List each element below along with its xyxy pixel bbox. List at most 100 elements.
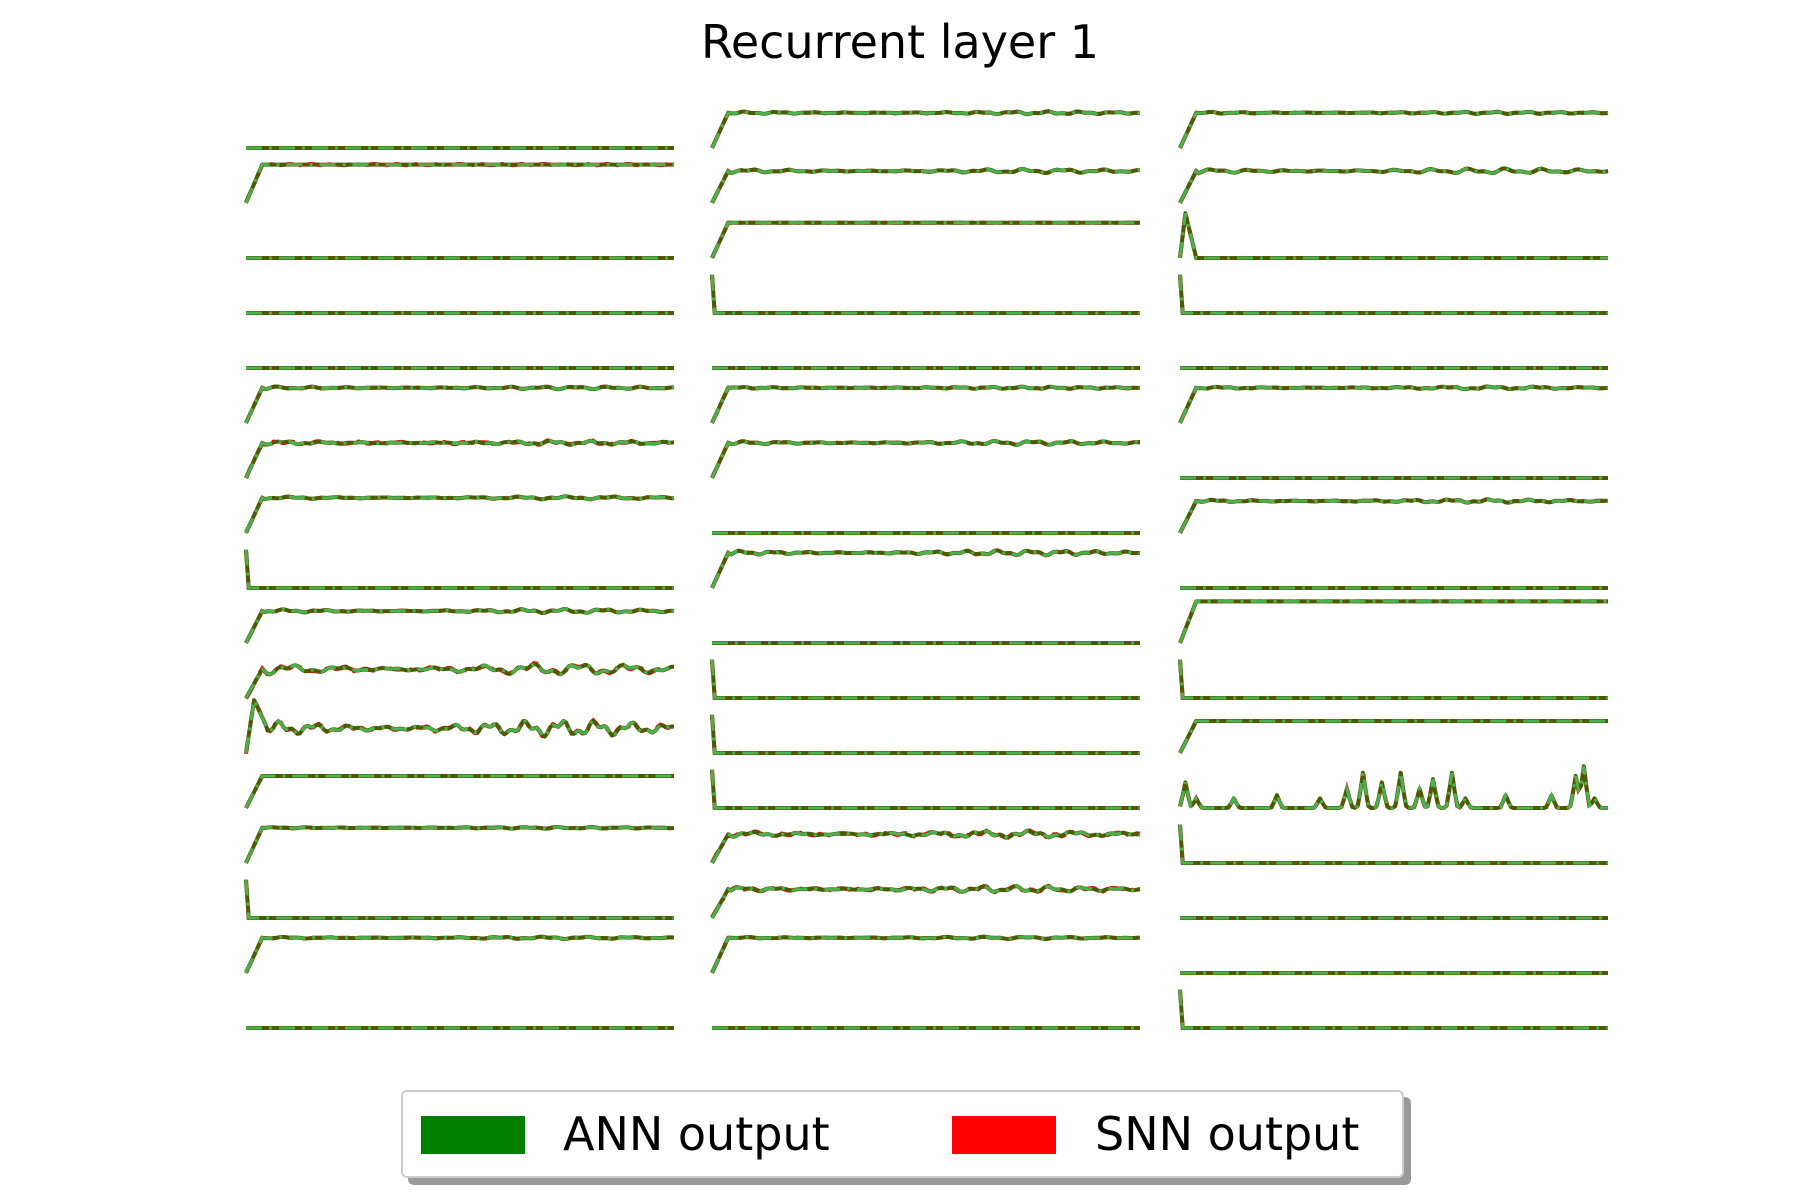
- trace-col3-row2: [1178, 166, 1609, 204]
- trace-col2-row11: [710, 659, 1140, 700]
- snn-output-line: [244, 607, 675, 644]
- ann-output-line: [244, 494, 675, 534]
- ann-output-line: [244, 774, 674, 809]
- trace-col2-row9: [710, 548, 1140, 589]
- trace-col3-row1: [1178, 109, 1609, 149]
- ann-output-line: [1178, 599, 1608, 644]
- ann-output-dashline: [1178, 274, 1608, 315]
- ann-output-line: [244, 162, 674, 204]
- ann-output-line: [244, 438, 675, 479]
- snn-output-line: [710, 109, 1141, 149]
- ann-output-line: [710, 384, 1140, 424]
- trace-col2-row12: [710, 714, 1140, 755]
- ann-output-dashline: [1178, 212, 1608, 260]
- ann-output-dashline: [244, 935, 675, 974]
- trace-col3-row12: [1178, 719, 1608, 754]
- ann-output-line: [244, 825, 675, 864]
- ann-output-dashline: [1178, 110, 1609, 149]
- ann-output-dashline: [244, 163, 674, 204]
- ann-output-dashline: [710, 935, 1141, 974]
- ann-output-dashline: [710, 385, 1140, 424]
- trace-col2-row2: [710, 166, 1140, 204]
- ann-output-line: [1178, 274, 1608, 315]
- legend: ANN output SNN output: [401, 1090, 1404, 1178]
- ann-output-line: [710, 274, 1140, 315]
- snn-output-line: [1178, 109, 1609, 149]
- ann-output-line: [244, 662, 675, 699]
- snn-output-line: [244, 879, 674, 920]
- ann-output-line: [710, 934, 1141, 974]
- trace-col3-row13: [1178, 764, 1608, 811]
- snn-output-line: [710, 659, 1140, 700]
- ann-output-dashline: [1178, 659, 1608, 700]
- trace-col1-row14: [244, 824, 675, 864]
- ann-output-line: [244, 607, 675, 644]
- snn-output-line: [710, 220, 1140, 259]
- ann-output-line: [1178, 659, 1608, 700]
- ann-output-dashline: [244, 825, 675, 864]
- trace-col1-row16: [244, 934, 675, 974]
- ann-output-dashline: [1178, 167, 1609, 204]
- snn-output-line: [244, 774, 674, 809]
- ann-output-line: [710, 659, 1140, 700]
- ann-output-line: [244, 384, 675, 424]
- trace-col3-row6: [1178, 384, 1609, 424]
- trace-col2-row3: [710, 220, 1140, 259]
- trace-col2-row14: [710, 828, 1141, 864]
- ann-output-dashline: [710, 714, 1140, 755]
- ann-output-dashline: [710, 548, 1140, 589]
- snn-output-line: [710, 384, 1140, 424]
- ann-output-dashline: [710, 439, 1141, 479]
- ann-output-dashline: [244, 607, 675, 644]
- trace-col3-row4: [1178, 274, 1608, 315]
- ann-output-dashline: [710, 884, 1141, 919]
- ann-output-dashline: [244, 662, 675, 699]
- snn-output-line: [1178, 824, 1608, 865]
- snn-output-line: [710, 714, 1140, 755]
- snn-output-line: [1178, 766, 1608, 811]
- ann-output-line: [710, 167, 1140, 204]
- trace-area: [244, 109, 1609, 1030]
- ann-output-line: [710, 769, 1140, 810]
- trace-col1-row15: [244, 879, 674, 920]
- snn-output-line: [710, 769, 1140, 810]
- snn-output-line: [244, 549, 674, 590]
- ann-output-line: [710, 220, 1140, 259]
- trace-col2-row1: [710, 109, 1141, 149]
- snn-output-line: [710, 166, 1140, 204]
- ann-output-dashline: [244, 879, 674, 920]
- ann-output-dashline: [1178, 497, 1609, 534]
- legend-label-ann: ANN output: [563, 1107, 830, 1161]
- trace-col3-row11: [1178, 659, 1608, 700]
- trace-col3-row17: [1178, 989, 1608, 1030]
- trace-col1-row11: [244, 660, 675, 700]
- snn-output-line: [1178, 497, 1609, 534]
- ann-output-line: [1178, 497, 1609, 534]
- ann-output-dashline: [710, 829, 1141, 864]
- trace-col1-row6: [244, 384, 675, 424]
- ann-output-line: [710, 714, 1140, 755]
- ann-output-dashline: [1178, 989, 1608, 1030]
- trace-col1-row7: [244, 437, 675, 479]
- ann-output-line: [244, 549, 674, 590]
- ann-output-line: [1178, 989, 1608, 1030]
- ann-output-dashline: [1178, 719, 1608, 754]
- snn-output-line: [710, 934, 1141, 974]
- ann-output-dashline: [1178, 384, 1609, 424]
- ann-output-dashline: [710, 769, 1140, 810]
- ann-output-dashline: [244, 549, 674, 590]
- trace-col3-row14: [1178, 824, 1608, 865]
- trace-col1-row12: [244, 692, 675, 755]
- ann-output-dashline: [244, 384, 675, 424]
- snn-output-line: [710, 438, 1141, 479]
- snn-output-line: [1178, 659, 1608, 700]
- trace-col3-row10: [1178, 599, 1608, 644]
- snn-output-line: [1178, 719, 1608, 754]
- ann-output-dashline: [710, 221, 1140, 259]
- snn-output-line: [1178, 274, 1608, 315]
- ann-output-dashline: [710, 109, 1141, 149]
- ann-output-dashline: [244, 774, 674, 809]
- snn-output-line: [244, 934, 675, 974]
- snn-output-line: [244, 824, 675, 864]
